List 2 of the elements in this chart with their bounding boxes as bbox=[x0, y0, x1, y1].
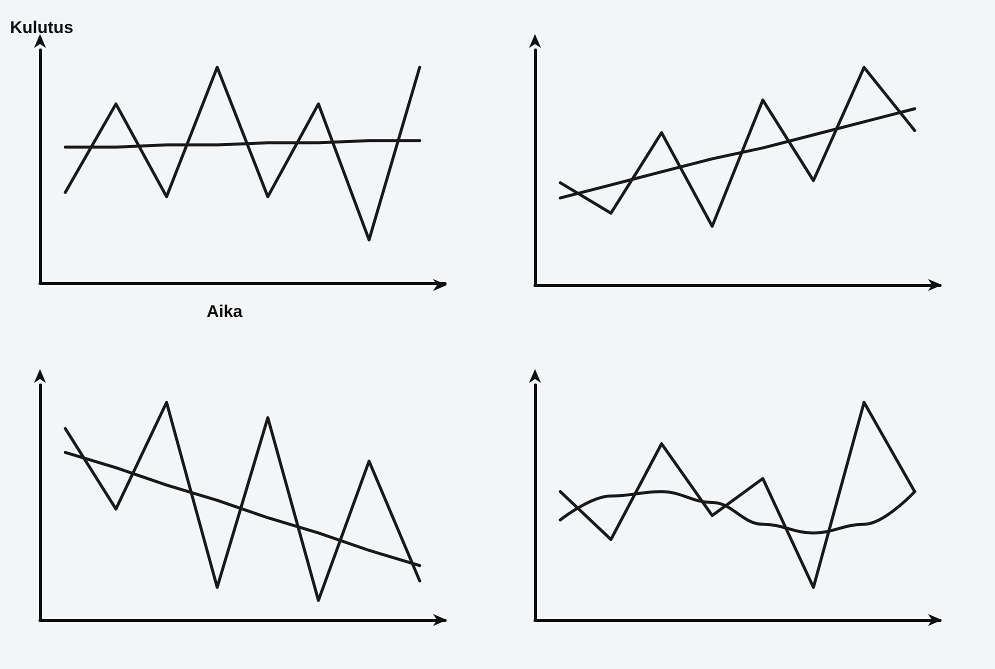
y-axis-title: Kulutus bbox=[10, 18, 74, 37]
x-axis-title: Aika bbox=[206, 302, 244, 321]
